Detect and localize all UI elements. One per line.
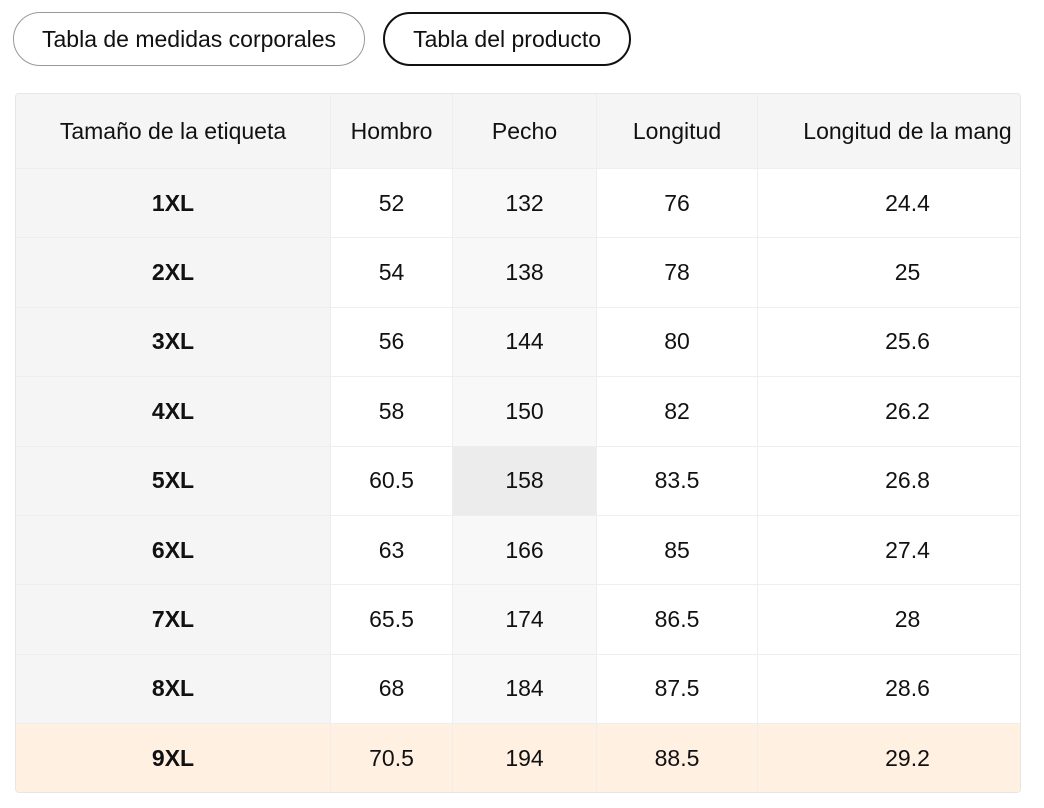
measure-cell: 26.8 [758,447,1020,515]
tab-button[interactable]: Tabla del producto [383,12,632,66]
measure-cell: 26.2 [758,377,1020,445]
measure-cell: 27.4 [758,516,1020,584]
measure-cell: 184 [453,654,597,724]
table-row: 5XL 60.5 158 83.5 26.8 [16,446,1020,516]
measure-cell: 52 [331,169,453,238]
measure-cell: 76 [597,169,758,238]
measure-cell: 56 [331,307,453,377]
header-cell: Longitud [597,94,758,168]
measure-cell: 83.5 [597,446,758,515]
measure-cell: 86.5 [597,585,758,654]
measure-cell: 85 [597,515,758,585]
header-cell: Hombro [331,94,453,168]
measure-cell: 70.5 [331,724,453,792]
tab-bar: Tabla de medidas corporales Tabla del pro… [13,12,632,66]
measure-cell: 158 [453,446,597,515]
measure-cell: 78 [597,238,758,307]
size-label: 2XL [16,238,331,307]
measure-cell: 28.6 [758,655,1020,723]
measure-cell: 29.2 [758,724,1020,792]
measure-cell: 54 [331,238,453,307]
tab-button[interactable]: Tabla de medidas corporales [13,12,366,66]
measure-cell: 25 [758,238,1020,306]
size-label: 4XL [16,377,331,446]
table-row: 7XL 65.5 174 86.5 28 [16,585,1020,655]
header-cell: Pecho [453,94,597,168]
header-cell: Longitud de la mang [758,94,1020,168]
measure-cell: 65.5 [331,585,453,654]
size-label: 9XL [16,724,331,792]
header-row: Tamaño de la etiqueta Hombro Pecho Longitud… [16,94,1020,169]
measure-cell: 25.6 [758,308,1020,376]
measure-cell: 63 [331,515,453,585]
measure-cell: 87.5 [597,654,758,724]
measure-cell: 132 [453,169,597,238]
table-row: 2XL 54 138 78 25 [16,238,1020,308]
size-label: 3XL [16,307,331,377]
measure-cell: 144 [453,307,597,377]
size-label: 5XL [16,446,331,515]
header-cell: Tamaño de la etiqueta [16,94,331,168]
measure-cell: 58 [331,377,453,446]
measure-cell: 138 [453,238,597,307]
size-label: 1XL [16,169,331,238]
measure-cell: 150 [453,377,597,446]
table-row: 4XL 58 150 82 26.2 [16,377,1020,447]
measure-cell: 60.5 [331,446,453,515]
table-row: 9XL 70.5 194 88.5 29.2 [16,724,1020,792]
measure-cell: 80 [597,307,758,377]
size-label: 8XL [16,654,331,724]
size-label: 6XL [16,515,331,585]
measure-cell: 28 [758,585,1020,653]
table-row: 8XL 68 184 87.5 28.6 [16,654,1020,725]
measure-cell: 24.4 [758,169,1020,237]
table-row: 3XL 56 144 80 25.6 [16,307,1020,378]
measure-cell: 174 [453,585,597,654]
measure-cell: 88.5 [597,724,758,792]
table-row: 6XL 63 166 85 27.4 [16,515,1020,586]
size-label: 7XL [16,585,331,654]
measure-cell: 166 [453,515,597,585]
size-table: Tamaño de la etiqueta Hombro Pecho Longitud… [15,93,1021,793]
measure-cell: 82 [597,377,758,446]
table-row: 1XL 52 132 76 24.4 [16,169,1020,239]
measure-cell: 194 [453,724,597,792]
measure-cell: 68 [331,654,453,724]
